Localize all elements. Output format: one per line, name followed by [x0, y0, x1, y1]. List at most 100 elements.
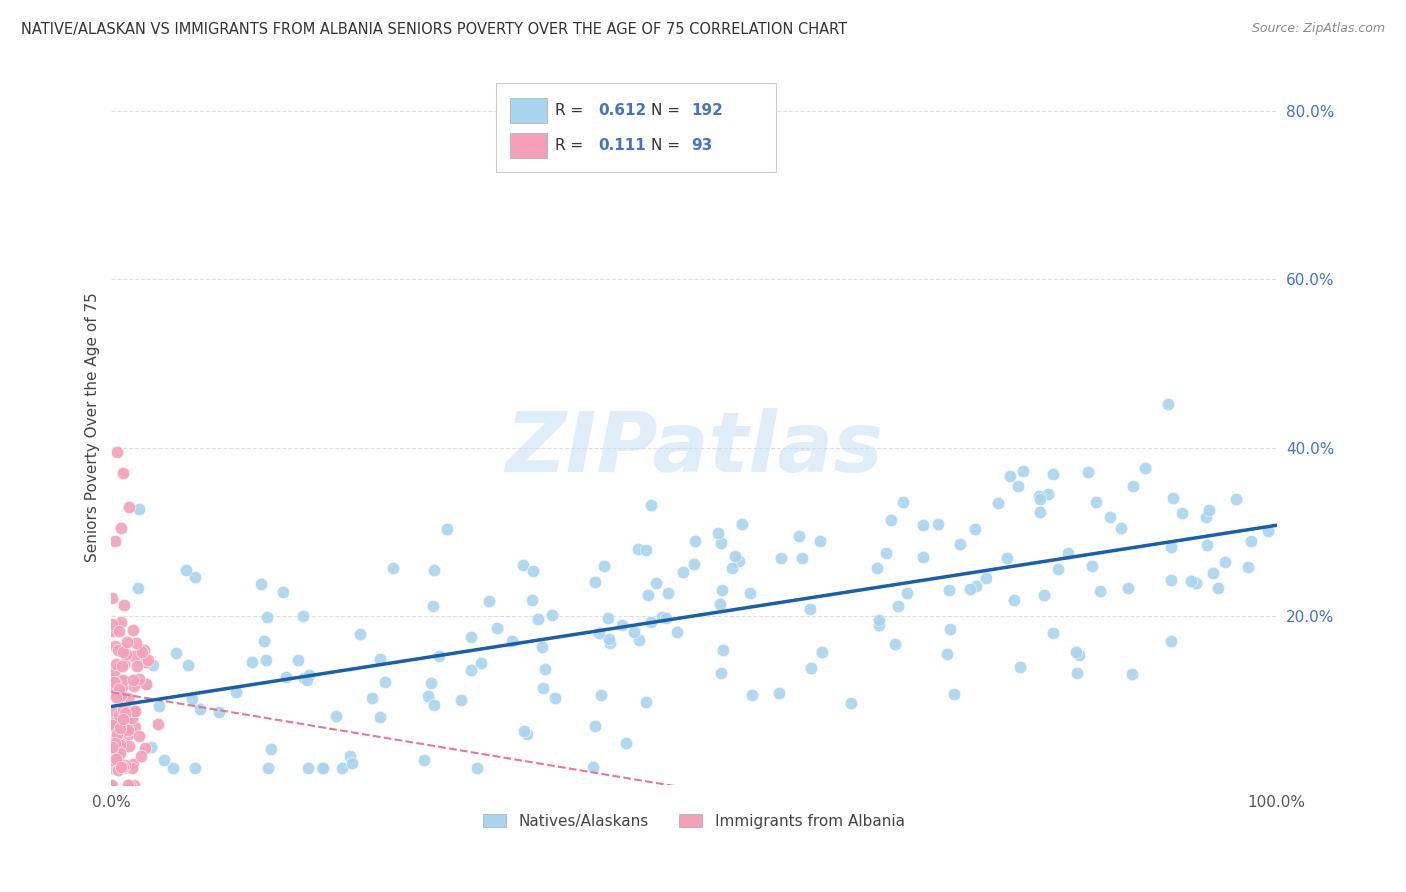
Point [110, 760, 132, 774]
Point [868, 618, 890, 632]
Text: Source: ZipAtlas.com: Source: ZipAtlas.com [1251, 22, 1385, 36]
Point [107, 715, 129, 730]
Point [142, 658, 165, 673]
Point [526, 611, 548, 625]
Point [122, 679, 145, 693]
Point [325, 708, 347, 723]
Point [111, 712, 134, 726]
Point [588, 625, 610, 640]
Point [311, 761, 333, 775]
Point [103, 731, 125, 746]
Point [101, 740, 124, 755]
Point [177, 658, 200, 673]
Point [640, 615, 662, 630]
Point [111, 725, 134, 739]
Point [121, 711, 143, 725]
Point [790, 551, 813, 566]
Point [1011, 464, 1033, 478]
Point [287, 653, 309, 667]
Point [599, 636, 621, 650]
Point [104, 690, 127, 704]
Point [103, 665, 125, 680]
Point [124, 705, 146, 719]
Point [1069, 648, 1091, 662]
Point [111, 642, 134, 657]
Point [520, 592, 543, 607]
Point [260, 742, 283, 756]
Point [1160, 633, 1182, 648]
Point [108, 681, 131, 696]
Point [122, 673, 145, 688]
Point [413, 753, 436, 767]
Point [1213, 555, 1236, 569]
Point [943, 687, 966, 701]
Y-axis label: Seniors Poverty Over the Age of 75: Seniors Poverty Over the Age of 75 [86, 292, 100, 562]
Point [727, 554, 749, 568]
Point [368, 652, 391, 666]
Point [513, 723, 536, 738]
Point [108, 756, 131, 770]
Point [541, 607, 564, 622]
Point [114, 758, 136, 772]
Text: ZIPatlas: ZIPatlas [505, 408, 883, 489]
Point [710, 665, 733, 680]
Point [105, 673, 128, 688]
Point [598, 611, 620, 625]
Point [112, 759, 135, 773]
Point [592, 558, 614, 573]
Point [368, 710, 391, 724]
Point [104, 640, 127, 654]
Point [100, 616, 122, 631]
Point [111, 706, 134, 721]
Point [583, 574, 606, 589]
Point [1122, 479, 1144, 493]
Point [1036, 487, 1059, 501]
Point [1208, 581, 1230, 595]
Text: N =: N = [651, 103, 685, 118]
Point [880, 513, 903, 527]
Point [128, 502, 150, 516]
Point [112, 466, 135, 480]
Point [274, 670, 297, 684]
Point [1160, 540, 1182, 554]
Text: 93: 93 [692, 138, 713, 153]
Point [104, 752, 127, 766]
Point [1161, 491, 1184, 505]
Point [465, 761, 488, 775]
Point [1000, 469, 1022, 483]
Point [808, 533, 831, 548]
Point [122, 648, 145, 663]
Point [131, 645, 153, 659]
Point [612, 617, 634, 632]
Point [340, 756, 363, 771]
Point [111, 736, 134, 750]
Point [891, 495, 914, 509]
Point [516, 726, 538, 740]
Point [115, 647, 138, 661]
Point [531, 681, 554, 695]
Point [104, 736, 127, 750]
Point [240, 656, 263, 670]
Point [839, 696, 862, 710]
Text: N =: N = [651, 138, 685, 153]
Point [530, 640, 553, 654]
Point [374, 675, 396, 690]
Point [111, 658, 134, 673]
Point [254, 653, 277, 667]
Point [111, 680, 134, 694]
Point [256, 610, 278, 624]
Point [1088, 584, 1111, 599]
Point [1098, 510, 1121, 524]
Point [1225, 492, 1247, 507]
Point [208, 705, 231, 719]
Point [104, 675, 127, 690]
Point [800, 661, 823, 675]
Point [460, 663, 482, 677]
Point [640, 498, 662, 512]
Point [460, 630, 482, 644]
Point [450, 692, 472, 706]
Point [1156, 397, 1178, 411]
Point [1007, 479, 1029, 493]
Point [105, 727, 128, 741]
Point [1240, 534, 1263, 549]
